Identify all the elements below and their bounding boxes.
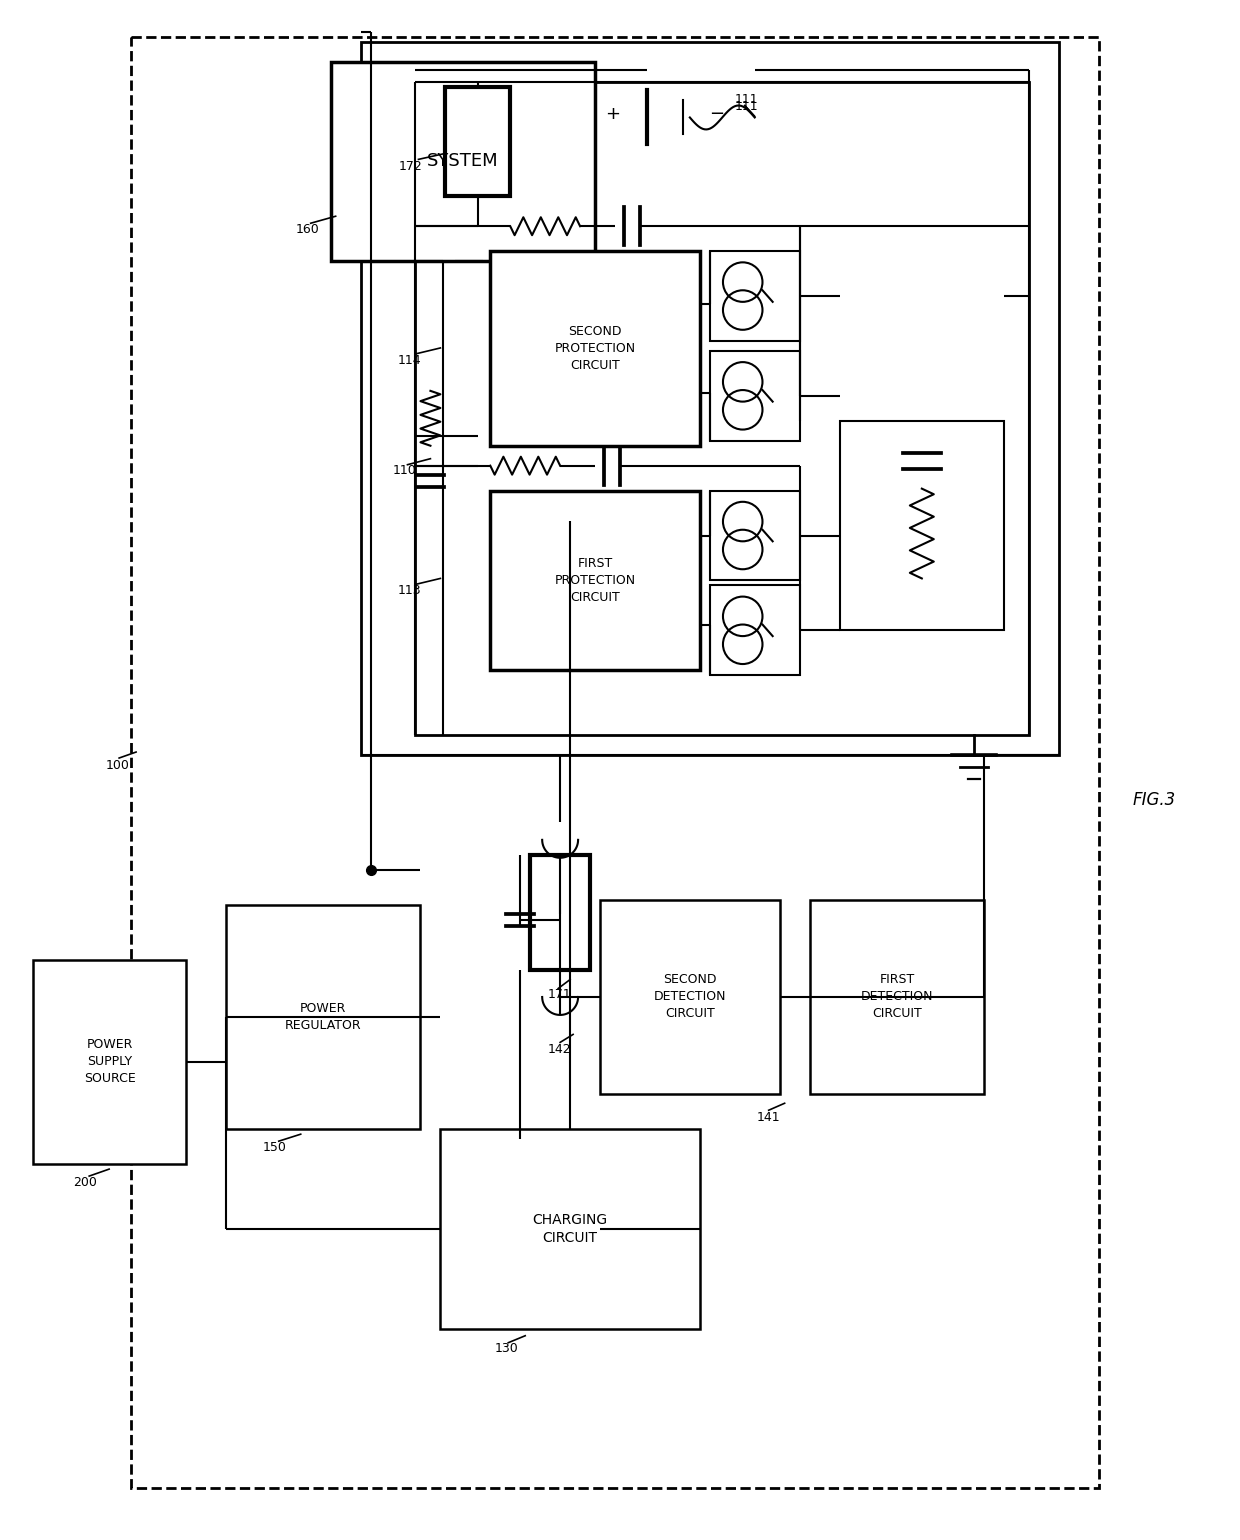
Bar bbox=[415, 82, 1029, 735]
Text: 141: 141 bbox=[756, 1110, 780, 1124]
Text: 111: 111 bbox=[735, 100, 759, 112]
Bar bbox=[600, 899, 780, 1095]
Text: 114: 114 bbox=[398, 354, 422, 368]
Text: FIRST
PROTECTION
CIRCUIT: FIRST PROTECTION CIRCUIT bbox=[554, 557, 636, 604]
Text: +: + bbox=[605, 105, 620, 123]
Bar bbox=[709, 351, 800, 440]
Text: SECOND
PROTECTION
CIRCUIT: SECOND PROTECTION CIRCUIT bbox=[554, 325, 636, 373]
Text: FIRST
DETECTION
CIRCUIT: FIRST DETECTION CIRCUIT bbox=[861, 973, 934, 1021]
Bar bbox=[839, 420, 1004, 630]
Text: SECOND
DETECTION
CIRCUIT: SECOND DETECTION CIRCUIT bbox=[653, 973, 727, 1021]
Text: 160: 160 bbox=[295, 223, 320, 236]
Text: 110: 110 bbox=[393, 464, 417, 477]
Bar bbox=[33, 959, 186, 1164]
Text: 172: 172 bbox=[398, 160, 423, 172]
Text: POWER
REGULATOR: POWER REGULATOR bbox=[285, 1003, 362, 1032]
Text: 111: 111 bbox=[735, 92, 759, 106]
Text: 142: 142 bbox=[548, 1043, 572, 1056]
Text: 171: 171 bbox=[548, 989, 572, 1001]
Bar bbox=[490, 251, 699, 445]
Bar bbox=[440, 1129, 699, 1329]
Bar bbox=[490, 491, 699, 670]
Text: POWER
SUPPLY
SOURCE: POWER SUPPLY SOURCE bbox=[84, 1038, 135, 1086]
Bar bbox=[226, 904, 420, 1129]
Bar bbox=[131, 37, 1099, 1488]
Text: SYSTEM: SYSTEM bbox=[427, 152, 498, 171]
Text: 100: 100 bbox=[107, 759, 130, 772]
Text: 150: 150 bbox=[263, 1141, 286, 1153]
Bar bbox=[445, 86, 510, 196]
Bar bbox=[709, 491, 800, 581]
Text: CHARGING
CIRCUIT: CHARGING CIRCUIT bbox=[532, 1214, 608, 1246]
Bar bbox=[709, 251, 800, 340]
Bar bbox=[361, 42, 1059, 755]
Bar bbox=[331, 62, 595, 262]
Bar bbox=[810, 899, 985, 1095]
Text: 113: 113 bbox=[398, 584, 422, 598]
Text: −: − bbox=[709, 105, 724, 123]
Bar bbox=[709, 585, 800, 675]
Text: FIG.3: FIG.3 bbox=[1132, 792, 1176, 809]
Bar bbox=[531, 855, 590, 970]
Text: 130: 130 bbox=[495, 1343, 518, 1355]
Text: 200: 200 bbox=[73, 1175, 97, 1189]
